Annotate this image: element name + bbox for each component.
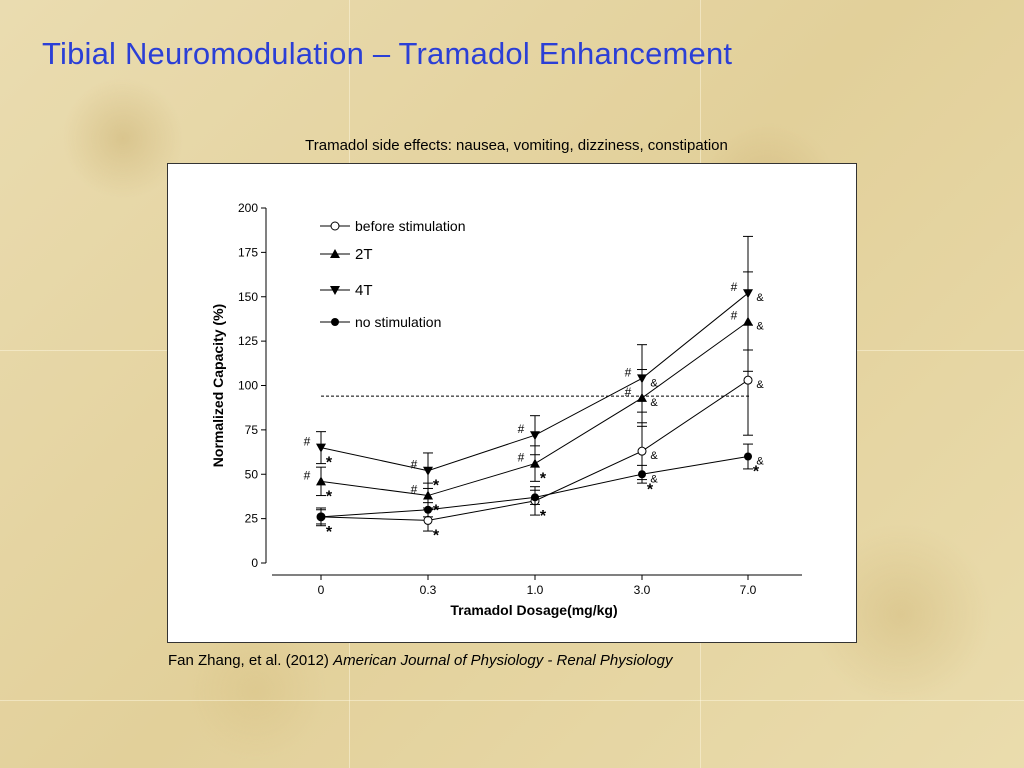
legend-marker (330, 249, 340, 258)
significance-mark: # (518, 422, 525, 436)
y-tick-label: 50 (245, 467, 259, 481)
y-tick-label: 0 (251, 556, 258, 570)
data-point (637, 446, 647, 456)
legend-marker (330, 221, 340, 231)
significance-mark: * (433, 527, 440, 544)
data-point (530, 458, 540, 468)
significance-mark: & (756, 379, 764, 391)
significance-mark: & (756, 292, 764, 304)
y-tick-label: 150 (238, 290, 258, 304)
y-tick-label: 175 (238, 245, 258, 259)
significance-mark: * (326, 524, 333, 541)
citation-authors: Fan Zhang, et al. (2012) (168, 652, 334, 669)
legend-label: 2T (355, 246, 373, 263)
significance-mark: & (756, 456, 764, 468)
slide-title: Tibial Neuromodulation – Tramadol Enhanc… (42, 36, 733, 71)
y-tick-label: 100 (238, 379, 258, 393)
x-tick-label: 0 (318, 583, 325, 597)
legend-label: before stimulation (355, 218, 466, 234)
data-point (637, 374, 647, 384)
significance-mark: * (326, 455, 333, 472)
significance-mark: # (731, 280, 738, 294)
legend-label: 4T (355, 282, 373, 299)
chart-panel: 0 25 50 75 100 125 150 175 200 0 0.3 1.0 3.0 7.0 Trama… (167, 163, 857, 643)
data-point (424, 505, 432, 514)
data-point (743, 375, 753, 385)
data-point (423, 515, 433, 525)
data-point (316, 476, 326, 486)
significance-mark: * (433, 503, 440, 520)
data-point (317, 512, 325, 521)
data-point (423, 466, 433, 476)
y-axis-label: Normalized Capacity (%) (210, 304, 226, 467)
citation: Fan Zhang, et al. (2012) American Journa… (168, 652, 672, 669)
significance-mark: # (304, 435, 311, 449)
data-point (744, 452, 752, 461)
significance-mark: # (411, 483, 418, 497)
background-seam (0, 700, 1024, 701)
significance-mark: & (650, 377, 658, 389)
significance-mark: & (650, 473, 658, 485)
significance-mark: # (518, 451, 525, 465)
data-point (531, 493, 539, 502)
significance-mark: # (731, 309, 738, 323)
significance-mark: & (756, 321, 764, 333)
data-point (743, 289, 753, 299)
significance-mark: * (647, 481, 654, 498)
x-tick-label: 0.3 (420, 583, 437, 597)
significance-mark: * (433, 478, 440, 495)
y-tick-label: 200 (238, 201, 258, 215)
legend-marker (330, 286, 340, 295)
significance-mark: * (326, 488, 333, 505)
significance-mark: # (625, 365, 632, 379)
significance-mark: & (650, 450, 658, 462)
data-point (638, 470, 646, 479)
chart-heading: Tramadol side effects: nausea, vomiting,… (305, 137, 728, 154)
significance-mark: # (625, 385, 632, 399)
significance-mark: * (753, 464, 760, 481)
data-point (530, 431, 540, 441)
data-point (316, 443, 326, 453)
citation-journal: American Journal of Physiology - Renal P… (333, 652, 673, 669)
significance-mark: # (304, 468, 311, 482)
legend-marker (331, 318, 339, 326)
significance-mark: # (411, 458, 418, 472)
y-tick-label: 75 (245, 423, 259, 437)
x-axis-label: Tramadol Dosage(mg/kg) (450, 602, 617, 618)
line-chart: 0 25 50 75 100 125 150 175 200 0 0.3 1.0 3.0 7.0 Trama… (210, 201, 802, 618)
y-tick-label: 125 (238, 334, 258, 348)
significance-mark: * (540, 508, 547, 525)
significance-mark: & (650, 397, 658, 409)
x-tick-label: 7.0 (740, 583, 757, 597)
x-tick-label: 3.0 (634, 583, 651, 597)
data-point (423, 490, 433, 500)
significance-mark: * (540, 471, 547, 488)
y-tick-label: 25 (245, 512, 259, 526)
x-tick-label: 1.0 (527, 583, 544, 597)
legend-label: no stimulation (355, 314, 441, 330)
